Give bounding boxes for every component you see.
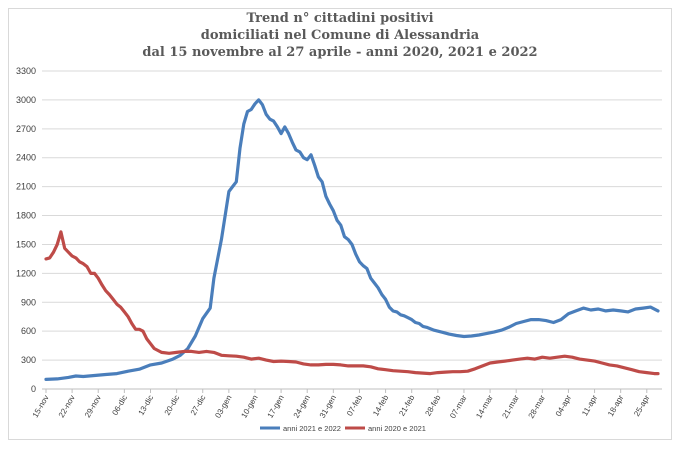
x-tick-label: 13-dic <box>137 394 156 417</box>
y-tick-label: 900 <box>21 297 36 307</box>
x-tick-label: 28-mar <box>527 393 548 420</box>
grid-lines <box>42 71 662 389</box>
x-tick-label: 28-feb <box>423 393 442 418</box>
y-tick-label: 300 <box>21 355 36 365</box>
series-line-1 <box>46 100 658 380</box>
x-tick-label: 17-gen <box>266 394 286 420</box>
x-tick-label: 24-gen <box>292 394 312 420</box>
x-tick-label: 22-nov <box>57 394 77 420</box>
x-tick-label: 29-nov <box>83 394 103 420</box>
y-tick-label: 3300 <box>16 66 36 76</box>
y-tick-label: 1200 <box>16 268 36 278</box>
legend: anni 2021 e 2022 anni 2020 e 2021 <box>260 424 426 433</box>
y-axis-ticks: 0 300 600 900 1200 1500 1800 2100 2400 2700 3000 33… <box>16 66 36 394</box>
x-tick-label: 11-apr <box>580 393 599 417</box>
x-tick-label: 18-apr <box>606 393 626 418</box>
y-tick-label: 3000 <box>16 95 36 105</box>
legend-label-2: anni 2020 e 2021 <box>368 424 426 433</box>
x-tick-label: 20-dic <box>163 394 182 417</box>
x-axis-ticks: 15-nov 22-nov 29-nov 06-dic 13-dic 20-dic 27-d… <box>31 389 652 420</box>
y-tick-label: 2700 <box>16 124 36 134</box>
y-tick-label: 0 <box>31 384 36 394</box>
x-tick-label: 04-apr <box>554 393 574 418</box>
x-tick-label: 06-dic <box>110 394 129 417</box>
x-tick-label: 10-gen <box>239 394 259 420</box>
y-tick-label: 2400 <box>16 153 36 163</box>
x-tick-label: 27-dic <box>189 394 208 417</box>
y-tick-label: 2100 <box>16 182 36 192</box>
series-lines <box>46 100 658 380</box>
x-tick-label: 14-mar <box>474 393 495 420</box>
x-tick-label: 21-mar <box>500 393 521 420</box>
legend-label-1: anni 2021 e 2022 <box>283 424 341 433</box>
x-tick-label: 25-apr <box>632 393 652 418</box>
x-tick-label: 21-feb <box>397 393 416 418</box>
x-tick-label: 15-nov <box>31 394 51 420</box>
x-tick-label: 31-gen <box>318 394 338 420</box>
y-tick-label: 1800 <box>16 211 36 221</box>
x-tick-label: 14-feb <box>371 393 390 418</box>
y-tick-label: 600 <box>21 326 36 336</box>
y-tick-label: 1500 <box>16 239 36 249</box>
x-tick-label: 07-mar <box>448 393 469 420</box>
x-tick-label: 07-feb <box>345 393 364 418</box>
line-chart: 0 300 600 900 1200 1500 1800 2100 2400 2700 3000 33… <box>0 0 680 449</box>
x-tick-label: 03-gen <box>213 394 233 420</box>
